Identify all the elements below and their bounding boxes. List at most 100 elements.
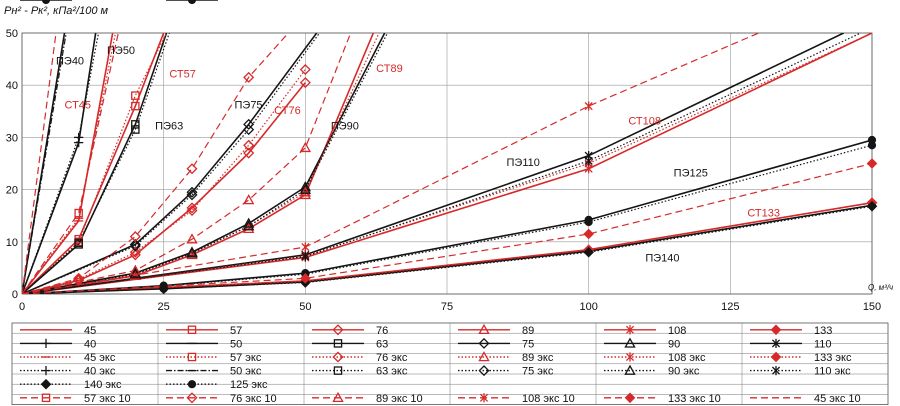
data-point bbox=[583, 228, 594, 240]
series-line-40-экс bbox=[22, 33, 100, 294]
series-line-90 bbox=[22, 33, 386, 294]
data-point bbox=[301, 251, 310, 262]
data-point bbox=[74, 208, 83, 218]
legend-marker bbox=[625, 325, 635, 335]
legend-label: 76 экс bbox=[376, 352, 408, 364]
data-point bbox=[583, 246, 594, 258]
series-annotation: ПЭ125 bbox=[674, 168, 708, 180]
data-point bbox=[74, 238, 83, 248]
series-annotation: СТ89 bbox=[376, 63, 403, 75]
legend-label: 40 экс bbox=[84, 366, 116, 378]
legend-marker bbox=[40, 378, 52, 390]
x-axis-label: Q, м³/ч bbox=[868, 283, 893, 292]
data-point bbox=[243, 139, 255, 151]
data-point bbox=[584, 156, 593, 166]
legend-marker bbox=[186, 392, 198, 404]
series-line-89-экс bbox=[22, 33, 380, 294]
legend-label: 40 bbox=[84, 338, 96, 350]
legend-label: 133 экс bbox=[814, 352, 852, 364]
x-tick-label: 75 bbox=[441, 301, 453, 313]
data-point bbox=[301, 242, 310, 252]
data-point bbox=[299, 141, 312, 153]
legend-label: 108 экс bbox=[668, 352, 706, 364]
series-line-90-экс bbox=[22, 33, 389, 294]
series-line-76-экс-10 bbox=[22, 33, 289, 294]
legend-label: 45 экс 10 bbox=[814, 393, 861, 405]
data-point bbox=[299, 77, 311, 89]
data-point bbox=[73, 272, 85, 284]
x-tick-label: 50 bbox=[299, 301, 311, 313]
series-line-50-экс bbox=[22, 33, 67, 294]
legend-marker bbox=[770, 351, 782, 363]
legend-marker bbox=[332, 351, 344, 363]
data-point bbox=[129, 238, 141, 250]
series-markers bbox=[73, 64, 878, 295]
legend-label: 140 bbox=[230, 0, 248, 3]
data-point bbox=[159, 282, 168, 291]
series-line-108-экс bbox=[22, 33, 872, 294]
legend-label: 125 экс bbox=[230, 379, 268, 391]
series-annotation: СТ57 bbox=[169, 68, 196, 80]
data-point bbox=[186, 204, 198, 216]
data-point bbox=[186, 163, 198, 175]
x-tick-label: 100 bbox=[579, 301, 597, 313]
series-line-133-экс-10 bbox=[22, 162, 872, 294]
data-point bbox=[866, 200, 878, 212]
data-point bbox=[186, 202, 198, 214]
data-point bbox=[299, 188, 312, 200]
legend-label: 90 экс bbox=[668, 366, 700, 378]
series-annotation: СТ45 bbox=[65, 100, 92, 112]
data-point bbox=[131, 125, 140, 134]
legend-marker bbox=[41, 393, 51, 403]
legend-label: 75 bbox=[522, 338, 534, 350]
series-annotation: ПЭ90 bbox=[331, 121, 359, 133]
y-axis-label: Pн² - Pк², кПа²/100 м bbox=[4, 5, 109, 17]
legend-marker bbox=[771, 366, 781, 376]
legend-marker bbox=[624, 337, 636, 348]
legend-label: 45 bbox=[84, 325, 96, 337]
legend-marker bbox=[187, 352, 197, 362]
legend-label: 75 экс bbox=[522, 366, 554, 378]
legend-marker bbox=[478, 323, 490, 335]
legend-marker bbox=[478, 351, 490, 362]
data-point bbox=[299, 183, 312, 194]
y-tick-label: 50 bbox=[6, 28, 18, 40]
series-line-75 bbox=[22, 33, 318, 294]
data-point bbox=[300, 273, 311, 284]
data-point bbox=[129, 246, 141, 258]
series-line-89-экс-10 bbox=[22, 33, 352, 294]
legend-marker bbox=[41, 0, 51, 5]
legend-marker bbox=[187, 325, 197, 335]
y-tick-labels: 0 10 20 30 40 50 bbox=[6, 28, 18, 301]
chart-grid bbox=[21, 32, 873, 295]
legend-label: 110 экс bbox=[814, 366, 851, 378]
legend-marker bbox=[624, 364, 636, 375]
series-line-57-экс-10 bbox=[22, 33, 119, 294]
series-annotation: СТ76 bbox=[274, 105, 301, 117]
data-point bbox=[867, 141, 877, 150]
legend-label: 63 bbox=[376, 338, 388, 350]
series-line-63 bbox=[22, 33, 168, 294]
y-tick-label: 10 bbox=[6, 237, 18, 249]
legend-label: 89 bbox=[522, 325, 534, 337]
series-line-108 bbox=[22, 33, 872, 294]
legend-label: 108 bbox=[668, 325, 686, 337]
legend-label: 57 экс bbox=[230, 352, 262, 364]
data-point bbox=[129, 231, 141, 243]
legend-marker bbox=[332, 324, 344, 336]
legend-marker bbox=[625, 352, 635, 362]
legend-marker bbox=[41, 366, 51, 376]
data-point bbox=[243, 71, 255, 83]
legend-marker bbox=[333, 366, 343, 375]
legend-label: 125 bbox=[84, 0, 102, 3]
legend-label: 90 bbox=[668, 338, 680, 350]
data-point bbox=[243, 147, 255, 159]
legend: 45 57 76 89 108 133 40 50 63 75 90 110 125 140 45 экс 5… bbox=[11, 0, 889, 405]
data-point bbox=[299, 181, 312, 192]
data-point bbox=[131, 91, 140, 100]
data-point bbox=[131, 101, 140, 111]
legend-marker bbox=[770, 324, 782, 336]
legend-label: 89 экс bbox=[522, 352, 554, 364]
legend-label: 133 bbox=[814, 325, 832, 337]
